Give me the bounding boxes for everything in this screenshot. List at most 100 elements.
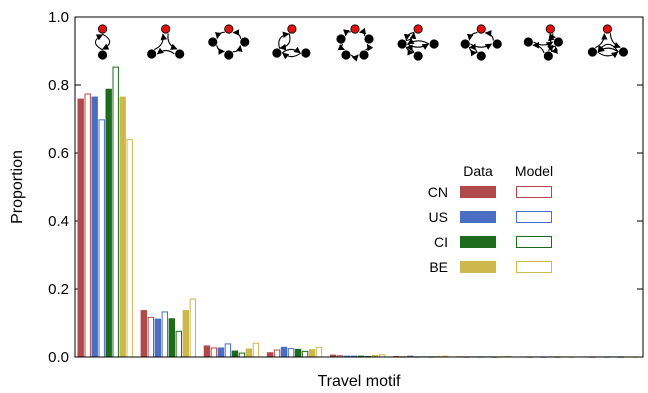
bar-ci-data [105,88,112,358]
motif-node [397,39,407,49]
motif-edge [278,31,290,49]
motif-icons [94,24,629,62]
motif-icon [208,24,250,60]
motif-icon [147,24,185,59]
motif-icon [336,24,374,62]
home-node [224,24,234,34]
y-tick-label: 1.0 [48,9,69,26]
motif-edge [533,41,554,48]
axis-ticks [75,16,643,358]
motif-icon [94,24,111,60]
bar-be-data [245,348,253,357]
motif-edge [609,33,621,49]
motif-edge [279,33,291,51]
bar-be-data [435,355,442,357]
motif-edge [232,44,243,53]
motif-edge [343,29,351,37]
x-axis-title: Travel motif [318,373,402,390]
motif-edge [167,33,178,50]
bar-ci-data [357,355,365,357]
home-node [350,24,360,34]
bar-be-model [252,342,260,358]
motif-icon [587,24,629,59]
motif-edge [94,34,104,51]
motif-edge [350,54,359,62]
motif-edge [550,46,558,54]
motif-icon [397,24,439,61]
bar-cn-data [77,98,84,357]
legend-label: CN [428,184,448,200]
motif-edge [156,47,175,55]
motif-node [208,37,218,47]
bars [77,66,638,358]
motif-node [341,50,351,60]
motif-edge [597,43,619,53]
motif-edge [365,43,374,52]
motif-edge [101,33,111,50]
home-node [476,24,486,34]
bar-ci-model [112,66,119,358]
bar-be-model [315,346,323,358]
bar-us-model [161,311,169,358]
motif-node [476,51,486,61]
bar-cn-data [140,310,148,357]
bar-be-data [119,96,126,357]
bar-ci-data [294,348,302,357]
motif-edge [216,45,226,55]
motif-node [553,37,563,47]
bar-cn-model [210,347,218,358]
motif-edge [282,52,302,60]
motif-node [301,48,311,58]
bar-cn-model [84,93,91,358]
bar-us-model [224,343,232,358]
legend-data-header: Data [463,163,493,179]
motif-node [272,48,282,58]
motif-node [492,39,502,49]
bar-us-data [217,347,225,357]
motif-node [147,49,157,59]
motif-edge [466,32,478,41]
bar-cn-data [329,354,337,357]
home-node [97,24,108,34]
legend-swatch-data [460,211,496,223]
home-node [287,24,297,34]
bar-us-data [154,318,162,357]
motif-edge [597,51,619,59]
bar-us-model [287,348,295,358]
legend-swatch-model [516,236,552,248]
legend-swatch-model [516,211,552,223]
bar-be-data [182,310,190,357]
motif-edge [407,38,430,45]
legend-label: CI [434,234,448,250]
y-axis-title: Proportion [9,150,26,224]
motif-edge [548,34,555,52]
motif-node [543,51,553,61]
motif-edge [484,30,494,41]
bar-cn-model [147,316,155,358]
y-tick-label: 0.4 [48,213,69,230]
bar-be-data [371,354,379,357]
motif-node [359,50,369,60]
bar-us-data [407,355,414,357]
bar-ci-data [231,350,239,357]
bar-be-model [126,139,133,358]
bar-be-model [189,298,197,358]
home-node [545,24,555,34]
motif-edge [215,31,225,40]
bar-ci-model [175,330,183,358]
y-tick-label: 0.6 [48,145,69,162]
motif-edge [232,29,242,39]
motif-icon [460,24,502,61]
bar-us-data [280,346,288,357]
bar-be-data [308,349,316,357]
legend-swatch-data [460,261,496,273]
legend-swatch-model [516,261,552,273]
legend-swatch-data [460,186,496,198]
legend-swatch-model [516,186,552,198]
motif-edge [153,33,168,50]
motif-edge [595,33,608,49]
home-node [413,24,423,34]
motif-edge [358,27,367,37]
motif-node [429,39,439,49]
motif-icon [523,24,563,61]
